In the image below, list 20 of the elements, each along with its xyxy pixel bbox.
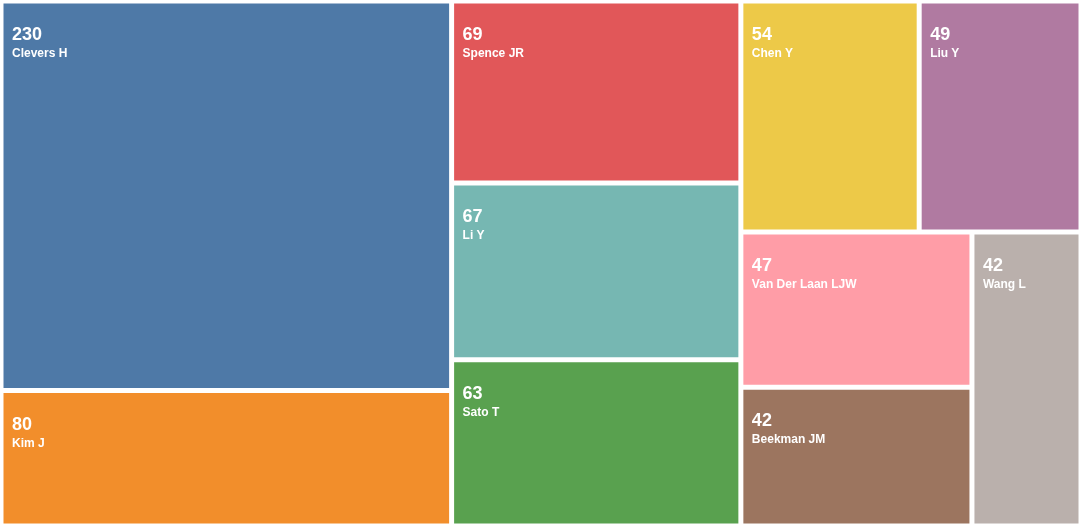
category-label: Spence JR — [462, 46, 525, 60]
data-label: 42 — [982, 255, 1003, 276]
category-label: Wang L — [982, 277, 1026, 292]
category-label: Beekman JM — [751, 432, 826, 447]
data-label: 69 — [462, 24, 483, 44]
category-label: Li Y — [462, 228, 485, 243]
data-label: 47 — [751, 255, 772, 276]
data-label: 67 — [462, 206, 483, 227]
data-label: 42 — [751, 410, 772, 431]
category-label: Kim J — [12, 435, 45, 450]
data-label: 54 — [751, 24, 772, 44]
data-label: 63 — [462, 382, 483, 403]
data-label: 49 — [930, 24, 951, 44]
data-label: 230 — [12, 24, 43, 44]
category-label: Liu Y — [930, 46, 960, 60]
data-label: 80 — [12, 413, 33, 434]
category-label: Clevers H — [12, 46, 68, 60]
category-label: Van Der Laan LJW — [751, 277, 858, 292]
category-label: Sato T — [462, 404, 500, 419]
category-label: Chen Y — [751, 46, 793, 60]
